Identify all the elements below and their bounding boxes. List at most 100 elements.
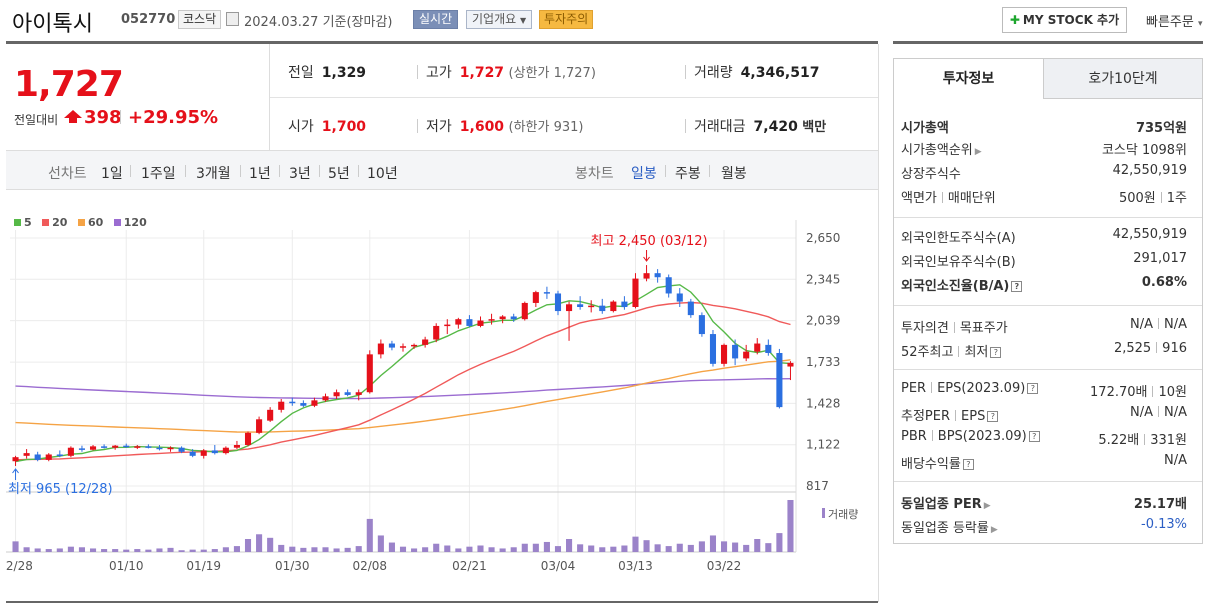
candle-body bbox=[510, 316, 517, 320]
candle-body bbox=[554, 293, 562, 312]
period-5y[interactable]: 5년 bbox=[328, 166, 350, 182]
trade-amount-unit: 백만 bbox=[802, 120, 827, 135]
market-cap-rank-link[interactable]: 시가총액순위 ▶ bbox=[901, 139, 982, 158]
par-label: 액면가 bbox=[901, 191, 937, 206]
info-row: 액면가 매매단위 500원 1주 bbox=[901, 185, 1187, 207]
help-icon[interactable]: ? bbox=[1027, 383, 1039, 394]
volume-bar bbox=[621, 545, 628, 552]
volume-bar bbox=[289, 546, 296, 552]
divider bbox=[931, 430, 933, 441]
volume-bar bbox=[12, 541, 19, 552]
period-1d[interactable]: 1일 bbox=[101, 166, 123, 182]
volume-bar bbox=[222, 547, 229, 552]
candle-monthly[interactable]: 월봉 bbox=[721, 166, 747, 182]
period-1y[interactable]: 1년 bbox=[249, 166, 271, 182]
industry-per-link[interactable]: 동일업종 PER ▶ bbox=[901, 493, 991, 512]
candle-body bbox=[23, 453, 30, 456]
period-10y[interactable]: 10년 bbox=[367, 166, 398, 182]
help-icon[interactable]: ? bbox=[962, 459, 974, 470]
y-tick-label: 2,039 bbox=[806, 314, 840, 328]
candle-body bbox=[477, 320, 484, 326]
x-tick-label: 03/22 bbox=[707, 559, 742, 573]
divider bbox=[685, 119, 686, 133]
per-label: PER bbox=[901, 381, 927, 396]
divider bbox=[893, 41, 1203, 44]
quick-order-button[interactable]: 빠른주문 ▾ bbox=[1146, 11, 1203, 30]
tab-investment-info[interactable]: 투자정보 bbox=[894, 59, 1044, 99]
candle-body bbox=[377, 343, 384, 355]
period-1w[interactable]: 1주일 bbox=[141, 166, 176, 182]
volume-bar bbox=[211, 549, 218, 552]
info-row: 52주최고 최저? 2,525 916 bbox=[901, 339, 1187, 361]
prev-close-value: 1,329 bbox=[321, 65, 367, 81]
period-3y[interactable]: 3년 bbox=[289, 166, 311, 182]
y-tick-label: 1,733 bbox=[806, 355, 840, 369]
divider bbox=[1160, 192, 1162, 203]
help-icon[interactable]: ? bbox=[1028, 431, 1040, 442]
info-row: 외국인한도주식수(A) 42,550,919 bbox=[901, 225, 1187, 247]
industry-rate-link[interactable]: 동일업종 등락률 ▶ bbox=[901, 517, 998, 536]
candle-body bbox=[665, 277, 672, 294]
volume-bar bbox=[532, 543, 539, 552]
per-eps-label: PER EPS(2023.09)? bbox=[901, 381, 1039, 396]
candle-body bbox=[78, 448, 86, 450]
x-tick-label: 03/04 bbox=[541, 559, 576, 573]
candle-body bbox=[233, 445, 240, 448]
volume-bar bbox=[123, 549, 130, 552]
chart-canvas[interactable]: 2,650 2,345 2,039 1,733 1,428 1,122 817 12/28 01… bbox=[6, 190, 878, 602]
candle-weekly[interactable]: 주봉 bbox=[675, 166, 701, 182]
divider bbox=[270, 97, 878, 98]
company-overview-dropdown[interactable]: 기업개요 ▼ bbox=[466, 10, 533, 29]
volume-bar bbox=[256, 534, 263, 552]
candle-body bbox=[621, 301, 628, 308]
divider bbox=[1158, 318, 1159, 329]
volume-bar bbox=[366, 518, 373, 552]
high-value: 1,727 bbox=[459, 65, 505, 81]
volume-bar bbox=[145, 549, 152, 552]
period-3m[interactable]: 3개월 bbox=[196, 166, 231, 182]
volume-bar bbox=[577, 544, 584, 552]
add-mystock-button[interactable]: ✚ MY STOCK 추가 bbox=[1002, 7, 1127, 33]
help-icon[interactable]: ? bbox=[1011, 281, 1023, 292]
candle-body bbox=[732, 344, 739, 359]
candle-body bbox=[355, 392, 362, 395]
divider bbox=[953, 322, 955, 333]
ma60-line bbox=[15, 359, 791, 433]
volume-bar bbox=[643, 540, 650, 552]
help-icon[interactable]: ? bbox=[990, 347, 1002, 358]
info-row: 동일업종 등락률 ▶ -0.13% bbox=[901, 515, 1187, 537]
volume-bar bbox=[200, 549, 207, 552]
volume-label: 거래량 bbox=[828, 508, 858, 521]
ma120-line bbox=[15, 377, 791, 400]
candle-body bbox=[388, 343, 395, 348]
volume-bar bbox=[665, 546, 672, 552]
divider bbox=[878, 44, 879, 602]
change-label: 전일대비 bbox=[14, 113, 59, 127]
current-price-box: 1,727 전일대비 398 +29.95% bbox=[6, 44, 270, 150]
volume-bar bbox=[134, 549, 141, 552]
candle-body bbox=[776, 353, 783, 408]
help-icon[interactable]: ? bbox=[987, 411, 999, 422]
candle-body bbox=[189, 451, 196, 456]
stock-name: 아이톡시 bbox=[12, 12, 93, 37]
realtime-button[interactable]: 실시간 bbox=[413, 10, 459, 29]
tab-order-book[interactable]: 호가10단계 bbox=[1044, 59, 1202, 99]
candle-body bbox=[67, 447, 74, 456]
volume-bar bbox=[244, 539, 252, 552]
candlestick-chart[interactable]: 5 20 60 120 2,650 2,345 2,039 1,733 1,428 1,1… bbox=[6, 190, 878, 602]
candle-daily[interactable]: 일봉 bbox=[631, 166, 657, 182]
market-badge: 코스닥 bbox=[178, 10, 222, 29]
volume-bar bbox=[588, 545, 595, 552]
volume-bar bbox=[333, 548, 340, 552]
high-price: 고가 1,727 (상한가 1,727) bbox=[426, 62, 596, 82]
investment-warning-badge[interactable]: 투자주의 bbox=[539, 10, 594, 29]
divider bbox=[894, 481, 1202, 482]
volume-bar bbox=[178, 550, 185, 552]
volume-bar bbox=[411, 548, 418, 552]
ma20-line bbox=[15, 301, 791, 461]
caret-right-icon: ▶ bbox=[983, 501, 991, 511]
y-tick-label: 1,122 bbox=[806, 438, 840, 452]
candle-body bbox=[411, 344, 418, 347]
target-label: 목표주가 bbox=[959, 321, 1008, 336]
info-row: 외국인소진율(B/A)? 0.68% bbox=[901, 273, 1187, 295]
